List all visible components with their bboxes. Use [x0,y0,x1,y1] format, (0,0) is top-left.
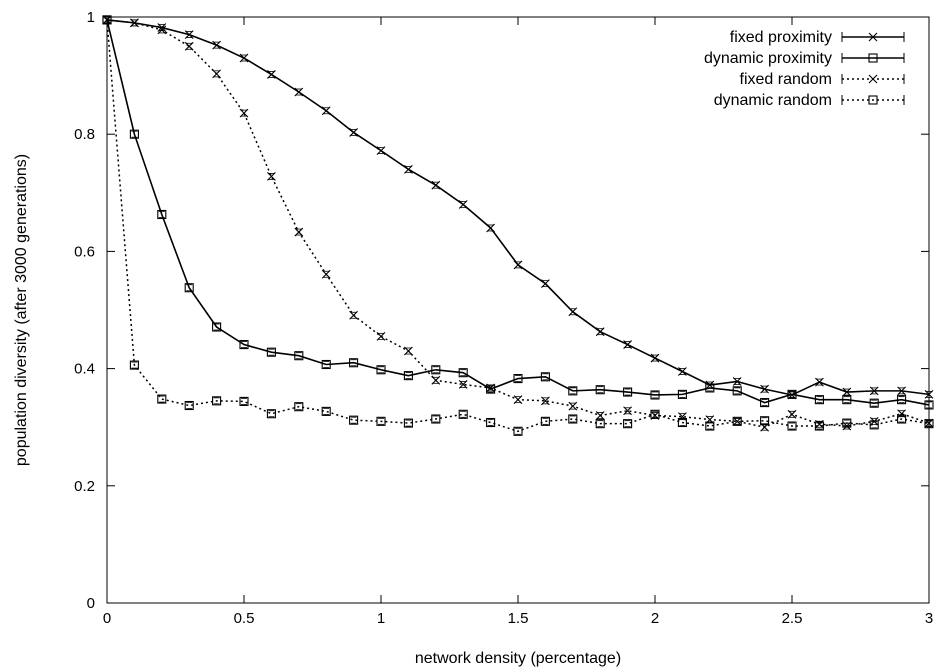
axis-ticks: 0 0.5 1 1.5 2 2.5 3 0 0.2 0.4 0.6 0.8 1 [74,9,933,627]
data-point [239,340,249,350]
data-point [540,416,550,426]
data-point [349,415,359,425]
data-point [705,421,715,431]
x-tick-label: 0 [103,610,111,627]
legend-marker [868,95,878,105]
data-point [431,414,441,424]
data-point [321,406,331,416]
data-point [814,395,824,405]
data-point [650,409,660,419]
y-axis-label: population diversity (after 3000 generat… [13,154,30,466]
y-tick-label: 0.8 [74,126,95,143]
series-line [106,19,930,406]
data-point [869,420,879,430]
data-point [869,398,879,408]
data-point [184,283,194,293]
data-point [787,421,797,431]
data-point [513,374,523,384]
y-tick-label: 0 [87,595,95,612]
data-point [595,385,605,395]
data-point [321,359,331,370]
legend-label: dynamic proximity [704,50,832,67]
data-point [266,347,276,357]
series-dynamic-proximity [102,15,934,410]
series-layer [102,15,934,436]
y-tick-label: 0.6 [74,243,95,260]
data-point [349,358,359,368]
data-point [540,372,550,382]
data-point [760,416,770,426]
x-tick-label: 2.5 [782,610,803,627]
data-point [897,395,907,405]
data-point [814,421,824,431]
data-point [239,396,249,406]
data-point [677,389,687,399]
data-point [157,394,167,404]
x-tick-label: 1.5 [508,610,529,627]
x-tick-label: 1 [377,610,385,627]
y-tick-label: 0.2 [74,478,95,495]
data-point [212,322,222,332]
x-tick-label: 3 [925,610,933,627]
legend: fixed proximity dynamic proximity fixed ra… [704,29,905,109]
data-point [486,417,496,428]
data-point [897,414,907,424]
legend-marker [868,74,878,84]
legend-label: fixed random [740,71,833,88]
data-point [623,387,633,397]
data-point [595,419,605,429]
data-point [266,409,276,419]
x-axis-label: network density (percentage) [415,650,621,667]
data-point [129,129,139,139]
data-point [650,390,660,400]
data-point [513,426,523,436]
y-tick-label: 0.4 [74,361,95,378]
x-tick-label: 0.5 [234,610,255,627]
data-point [924,419,934,429]
data-point [842,418,852,428]
data-point [842,395,852,405]
data-point [787,389,797,399]
data-point [732,386,742,396]
data-point [403,418,413,428]
data-point [376,416,386,426]
data-point [431,365,441,375]
series-dynamic-random [102,15,934,436]
series-line [106,19,930,433]
data-point [924,400,934,410]
data-point [458,409,468,419]
legend-label: fixed proximity [730,29,832,46]
data-point [129,360,139,370]
data-point [458,368,468,378]
data-point [376,365,386,375]
data-point [760,398,770,408]
legend-marker [868,53,878,63]
data-point [157,209,167,220]
data-point [568,414,578,424]
y-tick-label: 1 [87,9,95,26]
data-point [102,15,112,25]
data-point [403,371,413,381]
data-point [294,351,304,361]
data-point [623,419,633,429]
x-tick-label: 2 [651,610,659,627]
legend-label: dynamic random [714,92,832,109]
data-point [212,396,222,406]
data-point [294,402,304,412]
data-point [184,400,194,411]
legend-marker [868,32,878,42]
data-point [732,416,742,426]
data-point [705,383,715,393]
data-point [677,417,687,428]
data-point [568,386,578,396]
